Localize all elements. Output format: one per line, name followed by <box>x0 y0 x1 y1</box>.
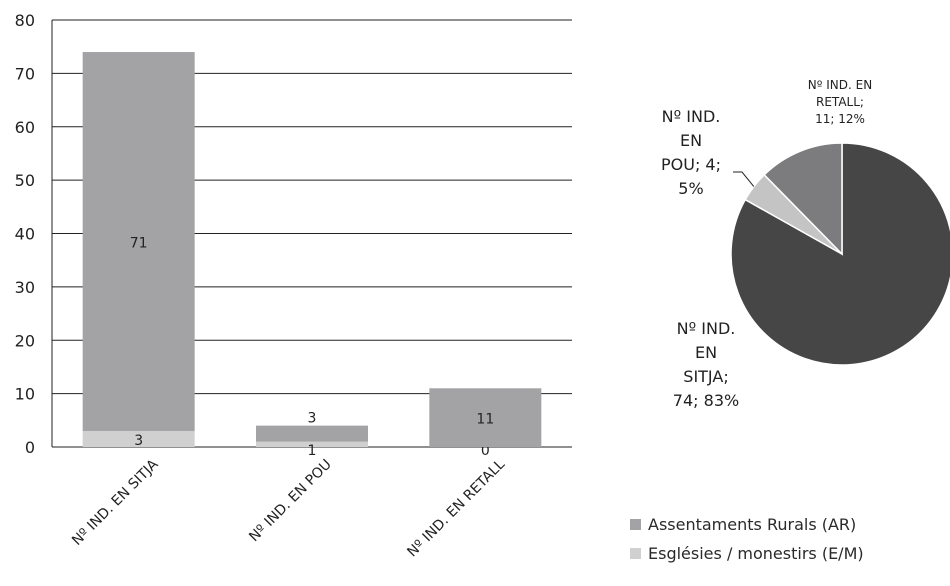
pie-label-line: 5% <box>678 179 703 198</box>
y-tick-label: 0 <box>25 438 35 457</box>
pie-slice <box>763 142 843 256</box>
pie-label-line: RETALL; <box>816 95 864 109</box>
bar-segment <box>429 388 542 447</box>
legend-swatch-em <box>630 547 641 559</box>
pie-label: Nº IND. EN POU; 4; 5% <box>661 107 721 198</box>
x-tick-label: Nº IND. EN POU <box>246 457 335 546</box>
bar-segment <box>256 425 368 442</box>
pie-label-line: POU; 4; <box>661 155 721 174</box>
data-label: 71 <box>130 236 148 252</box>
x-tick-label: Nº IND. EN RETALL <box>404 456 508 560</box>
data-label: 3 <box>308 411 317 427</box>
data-label: 1 <box>308 443 317 459</box>
legend-item-ar: Assentaments Rurals (AR) <box>630 512 864 536</box>
legend: Assentaments Rurals (AR) Esglésies / mon… <box>630 512 864 570</box>
y-tick-label: 70 <box>15 64 35 83</box>
x-tick-label: Nº IND. EN SITJA <box>69 456 162 549</box>
legend-label-ar: Assentaments Rurals (AR) <box>648 514 857 534</box>
pie-label: Nº IND. EN SITJA; 74; 83% <box>673 319 739 410</box>
data-label: 11 <box>476 412 494 428</box>
pie-label-line: EN <box>680 131 702 150</box>
legend-label-em: Esglésies / monestirs (E/M) <box>648 543 864 563</box>
y-tick-label: 40 <box>15 225 35 244</box>
legend-swatch-ar <box>630 518 641 530</box>
pie-label-line: EN <box>695 343 717 362</box>
pie-label-line: 74; 83% <box>673 391 739 410</box>
y-tick-label: 80 <box>15 11 35 30</box>
legend-item-em: Esglésies / monestirs (E/M) <box>630 541 864 565</box>
pie-label: Nº IND. EN RETALL; 11; 12% <box>808 78 872 126</box>
bar-segment <box>82 52 195 431</box>
y-tick-label: 30 <box>15 278 35 297</box>
bar-segment <box>82 430 195 447</box>
pie-label-line: 11; 12% <box>815 112 865 126</box>
pie-leader-line <box>733 171 755 187</box>
data-label: 0 <box>481 443 490 459</box>
pie-label-line: SITJA; <box>683 367 728 386</box>
data-label: 3 <box>134 433 143 449</box>
y-tick-label: 20 <box>15 331 35 350</box>
pie-label-line: Nº IND. EN <box>808 78 872 92</box>
y-tick-label: 60 <box>15 118 35 137</box>
pie-label-line: Nº IND. <box>677 319 736 338</box>
y-tick-label: 50 <box>15 171 35 190</box>
bar-segment <box>256 441 368 447</box>
y-tick-label: 10 <box>15 385 35 404</box>
pie-label-line: Nº IND. <box>662 107 721 126</box>
